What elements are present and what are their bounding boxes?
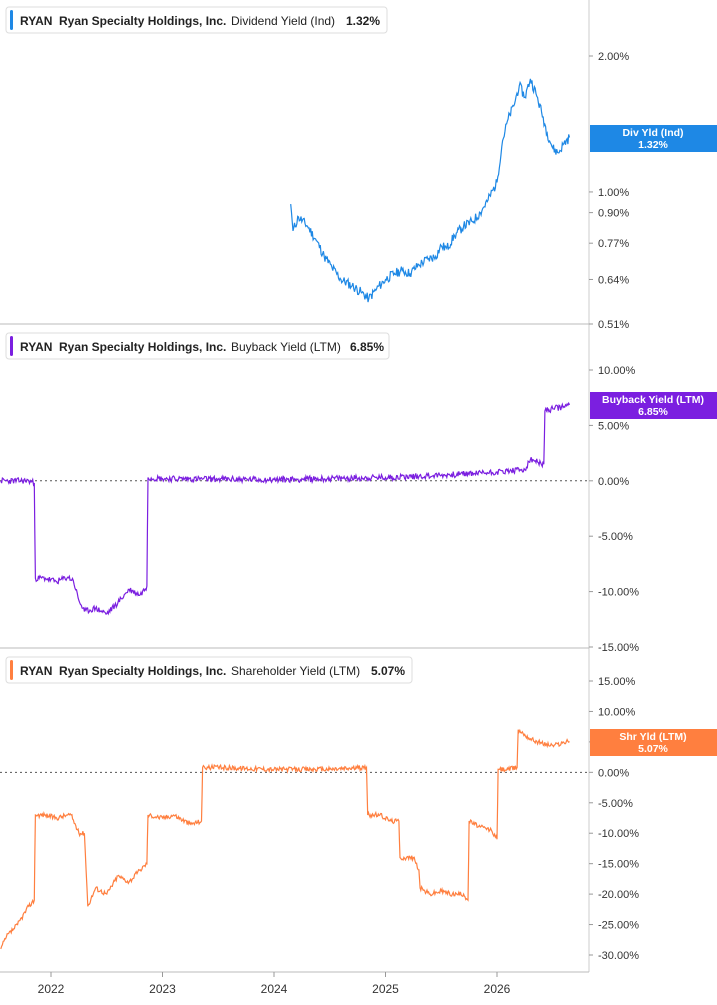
tag-label: Div Yld (Ind) — [622, 127, 683, 139]
legend-box — [5, 332, 390, 360]
shareholder-yield-legend: RYAN Ryan Specialty Holdings, Inc. Share… — [5, 656, 413, 684]
shareholder-yield-line — [0, 728, 570, 950]
y-tick-label: -10.00% — [598, 828, 639, 840]
y-tick-label: -30.00% — [598, 950, 639, 962]
legend-value: 5.07% — [371, 664, 405, 678]
y-tick-label: 1.00% — [598, 187, 629, 199]
y-tick-label: 0.77% — [598, 238, 629, 250]
buyback-yield-legend: RYAN Ryan Specialty Holdings, Inc. Buyba… — [5, 332, 390, 360]
y-tick-label: 10.00% — [598, 706, 636, 718]
dividend-yield-line — [290, 78, 571, 303]
legend-color-bar — [10, 336, 13, 356]
legend-ticker: RYAN — [20, 14, 52, 28]
y-tick-label: -25.00% — [598, 920, 639, 932]
y-tick-label: 2.00% — [598, 51, 629, 63]
shareholder-yield-panel: 15.00%10.00%5.00%0.00%-5.00%-10.00%-15.0… — [0, 656, 717, 962]
x-tick-label: 2024 — [261, 982, 288, 996]
dividend-yield-y-axis: 0.51% 0.64% 0.77% 0.90% 1.00% 2.00% — [589, 51, 629, 331]
legend-color-bar — [10, 10, 13, 30]
y-tick-label: -20.00% — [598, 889, 639, 901]
y-tick-label: -10.00% — [598, 587, 639, 599]
legend-metric: Shareholder Yield (LTM) — [231, 664, 360, 678]
y-tick-label: 0.00% — [598, 767, 629, 779]
tag-label: Buyback Yield (LTM) — [602, 394, 704, 406]
y-tick-label: 0.00% — [598, 476, 629, 488]
legend-box — [5, 656, 413, 684]
tag-box — [590, 125, 717, 152]
y-tick-label: -5.00% — [598, 531, 633, 543]
x-tick-label: 2023 — [149, 982, 176, 996]
dividend-yield-panel: 0.51% 0.64% 0.77% 0.90% 1.00% 2.00% RYAN Ryan… — [5, 6, 717, 331]
legend-company: Ryan Specialty Holdings, Inc. — [59, 14, 226, 28]
buyback-yield-line — [0, 401, 571, 616]
y-tick-label: -15.00% — [598, 859, 639, 871]
shareholder-yield-tag: Shr Yld (LTM) 5.07% — [590, 729, 717, 756]
y-tick-label: 0.64% — [598, 274, 629, 286]
legend-ticker: RYAN — [20, 664, 52, 678]
legend-value: 6.85% — [350, 340, 384, 354]
buyback-yield-tag: Buyback Yield (LTM) 6.85% — [590, 392, 717, 419]
y-tick-label: 0.51% — [598, 319, 629, 331]
dividend-yield-tag: Div Yld (Ind) 1.32% — [590, 125, 717, 152]
y-tick-label: 5.00% — [598, 420, 629, 432]
x-axis: 2022 2023 2024 2025 2026 — [38, 972, 511, 996]
legend-value: 1.32% — [346, 14, 380, 28]
y-tick-label: 15.00% — [598, 676, 636, 688]
tag-box — [590, 729, 717, 756]
x-tick-label: 2025 — [372, 982, 399, 996]
y-tick-label: 0.90% — [598, 208, 629, 220]
y-tick-label: -5.00% — [598, 798, 633, 810]
legend-company: Ryan Specialty Holdings, Inc. — [59, 340, 226, 354]
shareholder-yield-y-axis: 15.00%10.00%5.00%0.00%-5.00%-10.00%-15.0… — [589, 676, 639, 962]
x-tick-label: 2026 — [484, 982, 511, 996]
buyback-yield-y-axis: 10.00% 5.00% 0.00% -5.00% -10.00% -15.00% — [589, 365, 639, 654]
legend-ticker: RYAN — [20, 340, 52, 354]
legend-metric: Buyback Yield (LTM) — [231, 340, 341, 354]
legend-company: Ryan Specialty Holdings, Inc. — [59, 664, 226, 678]
tag-value: 6.85% — [638, 406, 668, 418]
y-tick-label: 10.00% — [598, 365, 636, 377]
y-tick-label: -15.00% — [598, 642, 639, 654]
dividend-yield-legend: RYAN Ryan Specialty Holdings, Inc. Divid… — [5, 6, 388, 34]
legend-color-bar — [10, 660, 13, 680]
buyback-yield-panel: 10.00% 5.00% 0.00% -5.00% -10.00% -15.00% RYA… — [0, 332, 717, 654]
tag-label: Shr Yld (LTM) — [619, 731, 686, 743]
tag-value: 5.07% — [638, 743, 668, 755]
tag-value: 1.32% — [638, 139, 668, 151]
x-tick-label: 2022 — [38, 982, 65, 996]
legend-metric: Dividend Yield (Ind) — [231, 14, 335, 28]
tag-box — [590, 392, 717, 419]
legend-box — [5, 6, 388, 34]
